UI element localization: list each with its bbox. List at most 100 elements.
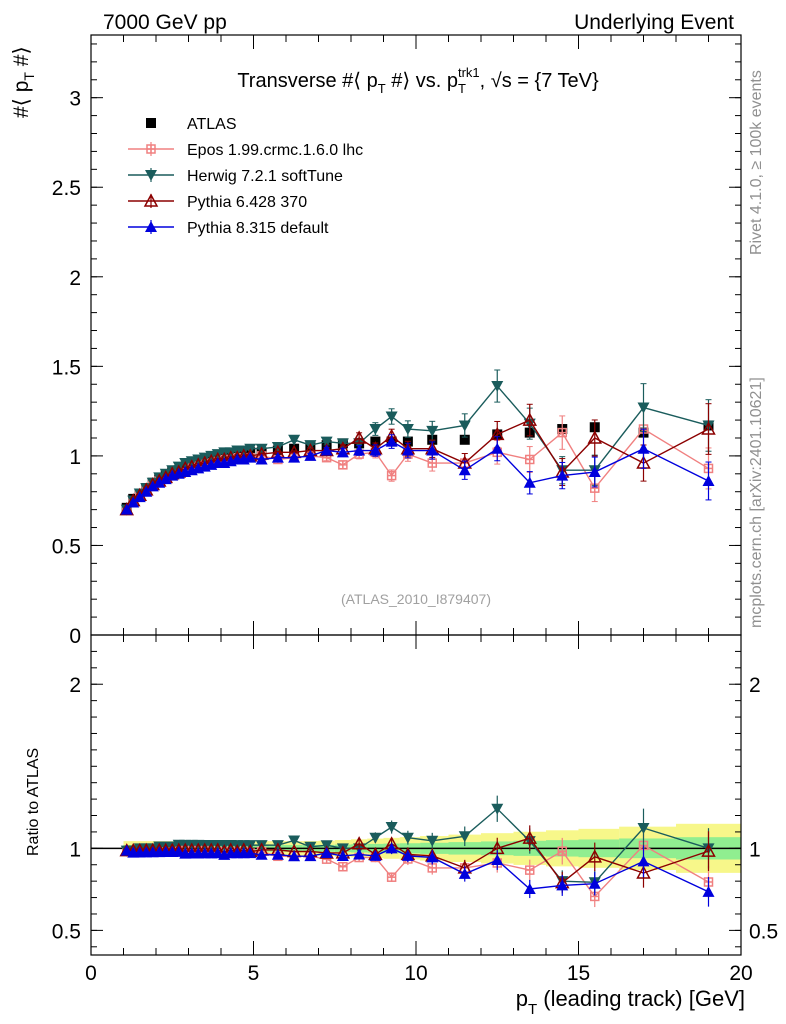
legend-item: Pythia 6.428 370 (128, 193, 307, 211)
data-point (525, 454, 535, 465)
ratio-point (338, 861, 348, 872)
data-point (304, 449, 317, 461)
data-point (637, 402, 650, 414)
ratio-plot-frame (90, 634, 742, 956)
ratio-y-tick-label-right: 2 (749, 674, 761, 697)
data-point (637, 442, 650, 454)
ratio-point (369, 849, 382, 861)
legend-item: ATLAS (146, 116, 237, 133)
ratio-y-tick-label: 2 (69, 674, 81, 697)
data-point (459, 434, 470, 445)
ratio-point (386, 872, 397, 882)
ratio-point (336, 843, 349, 855)
ratio-point (636, 865, 651, 879)
x-tick-label: 15 (567, 962, 590, 985)
ratio-point (288, 850, 301, 862)
main-y-tick-label: 2 (69, 267, 81, 290)
main-y-tick-label: 3 (69, 88, 81, 111)
legend-item: Epos 1.99.crmc.1.6.0 lhc (128, 142, 363, 159)
data-point (587, 430, 603, 444)
main-axes: 0 0.5 1 1.5 2 2.5 3 (52, 34, 742, 955)
main-y-axis-label: #⟨ pT #⟩ (10, 46, 37, 118)
ratio-point (385, 822, 398, 834)
ratio-point (491, 854, 504, 866)
ratio-point (702, 885, 715, 897)
data-point (351, 430, 367, 444)
ratio-point (523, 882, 536, 894)
legend-marker (145, 170, 157, 181)
data-point (255, 453, 268, 465)
ratio-point (522, 830, 538, 844)
legend-label: Pythia 6.428 370 (187, 194, 307, 211)
ratio-series-layer (119, 795, 716, 908)
ratio-point (557, 846, 567, 856)
ratio-point (336, 850, 349, 862)
data-point (244, 451, 257, 463)
legend-item: Herwig 7.2.1 softTune (128, 168, 343, 185)
ratio-point (369, 832, 382, 844)
x-tick-label: 5 (248, 962, 260, 985)
legend-label: Epos 1.99.crmc.1.6.0 lhc (187, 142, 363, 159)
ratio-point (271, 840, 284, 852)
data-point (557, 427, 567, 438)
ratio-y-tick-label: 0.5 (52, 920, 81, 943)
data-point (458, 420, 471, 432)
data-point (288, 434, 301, 446)
main-series-layer (119, 369, 716, 516)
data-point (426, 425, 439, 437)
ratio-point (385, 842, 398, 854)
data-point (353, 444, 366, 456)
ratio-series-4 (120, 842, 715, 907)
analysis-tag: (ATLAS_2010_I879407) (341, 591, 491, 607)
header-energy: 7000 GeV pp (103, 11, 227, 34)
data-point (127, 496, 140, 508)
ratio-point (353, 848, 366, 860)
data-point (146, 480, 159, 492)
data-point (701, 421, 716, 435)
legend-marker (143, 193, 159, 207)
data-point (288, 451, 301, 463)
series-line (126, 384, 709, 511)
ratio-point (427, 863, 437, 873)
rivet-version-label: Rivet 4.1.0, ≥ 100k events (748, 70, 765, 255)
data-point (385, 435, 398, 447)
x-tick-label: 0 (85, 962, 97, 985)
data-point (427, 458, 437, 468)
series-4 (120, 428, 715, 515)
ratio-point (491, 803, 504, 815)
ratio-point (401, 849, 414, 861)
header-process: Underlying Event (574, 11, 734, 34)
main-y-tick-label: 0 (69, 625, 81, 648)
x-tick-label: 10 (404, 962, 427, 985)
legend-marker (146, 144, 156, 154)
ratio-point (701, 843, 716, 857)
ratio-point (120, 844, 133, 856)
data-point (556, 469, 569, 481)
data-point (523, 476, 536, 488)
ratio-point (637, 855, 650, 867)
data-point (702, 474, 715, 486)
ratio-point (587, 849, 603, 863)
legend-marker (145, 221, 157, 232)
mcplots-label: mcplots.cern.ch [arXiv:2401.10621] (748, 377, 765, 628)
ratio-y-tick-label-right: 1 (749, 838, 761, 861)
ratio-point (556, 879, 569, 891)
ratio-point (304, 841, 317, 853)
legend-label: Herwig 7.2.1 softTune (187, 168, 343, 185)
data-point (271, 451, 284, 463)
data-point (353, 438, 366, 450)
data-point (401, 424, 414, 436)
series-2 (120, 369, 715, 516)
data-point (386, 470, 397, 481)
series-3 (119, 403, 716, 516)
legend: ATLAS Epos 1.99.crmc.1.6.0 lhc Herwig 7.2.… (128, 116, 363, 237)
main-y-tick-label: 2.5 (52, 177, 81, 200)
data-point (491, 381, 504, 393)
ratio-point (271, 848, 284, 860)
main-y-tick-label: 0.5 (52, 535, 81, 558)
data-point (159, 473, 172, 485)
main-y-tick-label: 1.5 (52, 356, 81, 379)
ratio-point (288, 835, 301, 847)
ratio-y-tick-label-right: 0.5 (749, 920, 778, 943)
